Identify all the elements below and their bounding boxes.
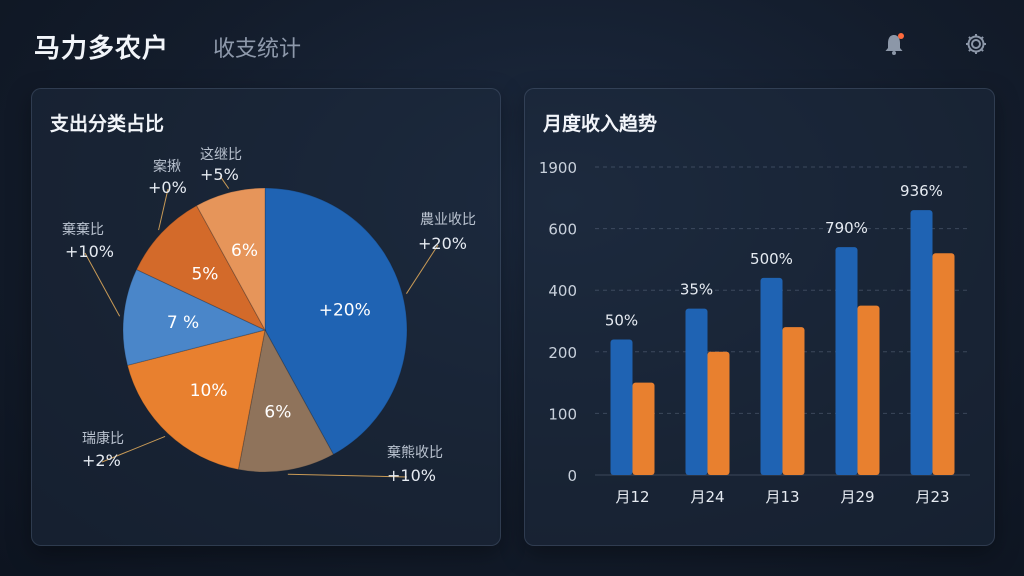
bar [707,351,730,475]
callout-name: 案揪 [153,158,181,175]
bar-value-label: 936% [900,182,943,200]
bar [932,253,955,475]
pie-slice [126,329,266,471]
x-tick-label: 月12 [615,488,649,506]
header: 马力多农户 收支统计 [0,0,1024,88]
callout-name: 農业收比 [420,212,476,228]
bar-value-label: 790% [825,219,868,237]
gear-icon[interactable] [962,30,990,58]
callout-name: 棄棄比 [62,222,104,238]
x-tick-label: 月29 [840,488,874,506]
bar-value-label: 35% [680,281,713,299]
pie-slice-label: 5% [191,265,218,285]
bar [910,210,933,475]
callout-line [287,473,408,478]
pie-slice [264,187,408,456]
pie-slice-label: 6% [264,402,291,422]
callout-line [101,435,166,463]
y-tick-label: 200 [548,344,577,362]
bar [610,339,633,475]
callout-value: +2% [82,451,121,470]
bar [857,305,880,475]
notification-dot [898,33,904,39]
pie-slice [135,204,267,332]
callout-value: +10% [387,466,436,485]
pie-slice-label: 7 % [167,313,199,333]
pie-slice-label: 6% [231,241,258,261]
y-tick-label: 1900 [539,159,577,177]
bar-value-label: 500% [750,250,793,268]
pie-slice-label: 10% [190,381,228,401]
page-subtitle: 收支统计 [213,37,302,62]
callout-name: 这继比 [200,146,242,163]
callout-name: 棄熊收比 [387,445,443,461]
y-tick-label: 600 [548,221,577,239]
callout-name: 瑞康比 [82,430,124,447]
callout-value: +0% [148,178,187,197]
bar-value-label: 50% [605,311,638,329]
pie-slice [195,187,266,331]
x-tick-label: 月13 [765,488,799,506]
callout-value: +10% [65,242,114,261]
pie-slice-label: +20% [319,301,371,321]
pie-panel-title: 支出分类占比 [50,113,165,135]
bar-panel-title: 月度收入趋势 [543,113,658,135]
callout-line [219,175,230,189]
bell-icon[interactable] [880,30,908,58]
pie-chart-panel: 支出分类占比 +20% 農业收比 +20% 6% 棄熊收比 +10% 10% 瑞康比 +2% 7 … [31,88,501,546]
pie-slice [122,268,267,366]
callout-line [405,244,439,294]
x-tick-label: 月23 [915,488,949,506]
app-title: 马力多农户 [34,34,170,64]
bar [685,308,708,475]
bar [782,327,805,475]
callout-line [158,188,169,231]
callout-value: +20% [418,234,467,253]
bar-chart: 0 100 200 400 600 1900 50% 月12 35% 月24 500% 月13 790%… [539,159,970,506]
y-tick-label: 400 [548,282,577,300]
y-tick-label: 100 [548,405,577,423]
bar [760,277,783,475]
pie-chart: +20% 農业收比 +20% 6% 棄熊收比 +10% 10% 瑞康比 +2% 7 % 棄棄比 +10… [62,146,476,485]
callout-value: +5% [200,165,239,184]
bar [632,382,655,475]
bar [835,247,858,475]
pie-slice [237,328,335,473]
y-tick-label: 0 [567,467,577,485]
callout-line [84,252,121,317]
bar-chart-panel: 月度收入趋势 0 100 200 400 600 1900 50% 月12 35% 月24 500%… [524,88,995,546]
x-tick-label: 月24 [690,488,724,506]
